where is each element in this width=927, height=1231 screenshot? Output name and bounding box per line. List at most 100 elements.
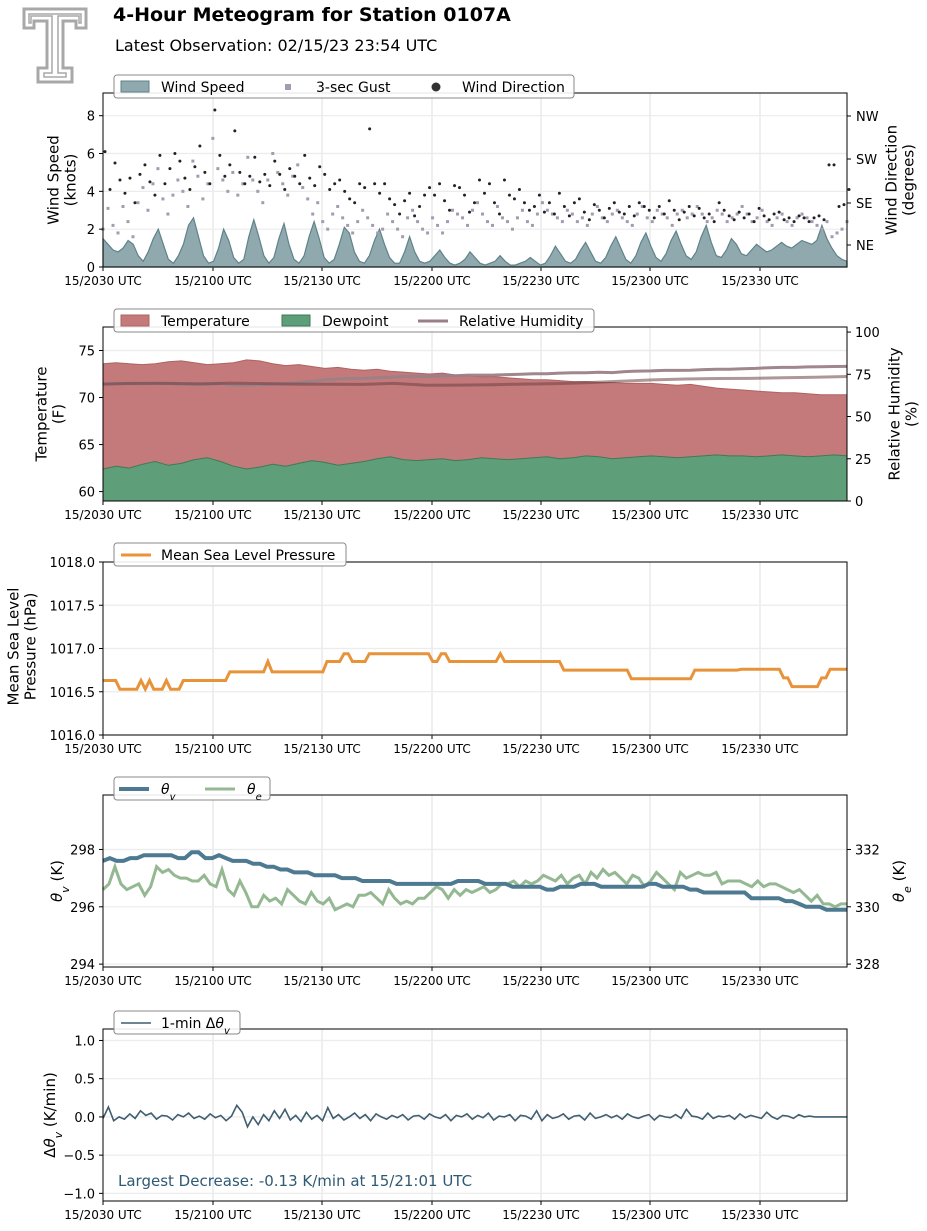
wind-direction-marker [168, 167, 172, 171]
gust-marker [775, 216, 779, 220]
gust-marker [530, 223, 534, 227]
gust-marker [411, 208, 415, 212]
wind-direction-marker [253, 155, 257, 159]
legend-label: Wind Direction [462, 80, 565, 96]
x-tick-label: 15/2300 UTC [611, 274, 688, 288]
wind-direction-marker [482, 191, 486, 195]
wind-direction-marker [283, 187, 287, 191]
gust-marker [266, 178, 270, 182]
wind-direction-marker [358, 182, 362, 186]
gust-marker [181, 189, 185, 193]
wind-direction-marker [453, 184, 457, 188]
gust-marker [580, 216, 584, 220]
gust-marker [790, 223, 794, 227]
wind-direction-marker [288, 167, 292, 171]
x-tick-label: 15/2300 UTC [611, 742, 688, 756]
wind-direction-marker [438, 182, 442, 186]
y-tick-label: 0 [87, 261, 95, 276]
wind-direction-marker [757, 206, 761, 210]
y2-axis-label: Relative Humidity (%) [886, 347, 921, 480]
y2-axis-label-line: (%) [903, 401, 921, 427]
x-tick-label: 15/2330 UTC [721, 742, 798, 756]
wind-direction-marker [323, 172, 327, 176]
gust-marker [126, 220, 130, 224]
gust-marker [136, 201, 140, 205]
wind-direction-marker [492, 201, 496, 205]
wind-direction-marker [463, 193, 467, 197]
x-tick-label: 15/2200 UTC [393, 274, 470, 288]
wind-direction-marker [837, 204, 841, 208]
x-tick-label: 15/2200 UTC [393, 1208, 470, 1222]
gust-marker [246, 155, 250, 159]
wind-direction-marker [218, 153, 222, 157]
x-tick-label: 15/2130 UTC [283, 274, 360, 288]
gust-marker [336, 204, 340, 208]
wind-direction-marker [547, 201, 551, 205]
wind-direction-marker [368, 127, 372, 131]
wind-direction-marker [797, 214, 801, 218]
gust-marker [625, 220, 629, 224]
gust-marker [191, 159, 195, 163]
x-tick-label: 15/2100 UTC [174, 974, 251, 988]
y2-axis-label-line: (degrees) [900, 144, 918, 216]
wind-direction-marker [333, 182, 337, 186]
wind-direction-marker [403, 199, 407, 203]
wind-direction-marker [697, 206, 701, 210]
x-tick-label: 15/2030 UTC [64, 508, 141, 522]
gust-marker [540, 201, 544, 205]
x-tick-label: 15/2330 UTC [721, 1208, 798, 1222]
wind-direction-marker [268, 184, 272, 188]
gust-marker [166, 212, 170, 216]
wind-direction-marker [238, 170, 242, 174]
gust-marker [161, 197, 165, 201]
wind-direction-marker [408, 191, 412, 195]
wind-direction-marker [258, 180, 262, 184]
gust-marker [745, 212, 749, 216]
gust-marker [495, 204, 499, 208]
gust-marker [226, 189, 230, 193]
gust-marker [585, 223, 589, 227]
gust-marker [730, 216, 734, 220]
y2-axis-label-text: θe (K) [890, 860, 914, 902]
wind-direction-marker [458, 186, 462, 190]
wind-direction-marker [777, 210, 781, 214]
wind-direction-marker [807, 220, 811, 224]
gust-marker [416, 220, 420, 224]
wind-direction-marker [502, 178, 506, 182]
x-tick-label: 15/2300 UTC [611, 974, 688, 988]
legend-label: 1-min Δθv [161, 1016, 231, 1037]
wind-direction-marker [677, 218, 681, 222]
wind-direction-marker [293, 174, 297, 178]
y-tick-label: 294 [70, 958, 95, 973]
y-tick-label: 60 [78, 486, 95, 501]
wind-direction-marker [263, 172, 267, 176]
wind-direction-marker [213, 108, 217, 112]
wind-direction-marker [318, 165, 322, 169]
legend-label: Wind Speed [161, 80, 245, 96]
y-axis-label-line: Wind Speed [45, 135, 63, 225]
y2-tick-label: 332 [855, 843, 880, 858]
gust-marker [451, 208, 455, 212]
wind-direction-marker [517, 187, 521, 191]
x-tick-label: 15/2330 UTC [721, 508, 798, 522]
legend-box [113, 1010, 241, 1035]
gust-marker [361, 208, 365, 212]
wind-direction-marker [707, 212, 711, 216]
gust-marker [116, 231, 120, 235]
y2-tick-label: NE [856, 239, 874, 254]
wind-direction-marker [612, 201, 616, 205]
wind-direction-marker [378, 191, 382, 195]
x-tick-label: 15/2300 UTC [611, 508, 688, 522]
y2-axis-label: Wind Direction (degrees) [883, 125, 918, 235]
wind-direction-marker [587, 218, 591, 222]
gust-marker [406, 216, 410, 220]
gust-marker [311, 212, 315, 216]
page-subtitle: Latest Observation: 02/15/23 23:54 UTC [115, 36, 438, 55]
x-tick-label: 15/2030 UTC [64, 1208, 141, 1222]
wind-direction-marker [592, 203, 596, 207]
y2-tick-label: NW [856, 110, 879, 125]
gust-marker [171, 193, 175, 197]
gust-marker [211, 136, 215, 140]
wind-direction-marker [802, 216, 806, 220]
x-tick-label: 15/2130 UTC [283, 508, 360, 522]
